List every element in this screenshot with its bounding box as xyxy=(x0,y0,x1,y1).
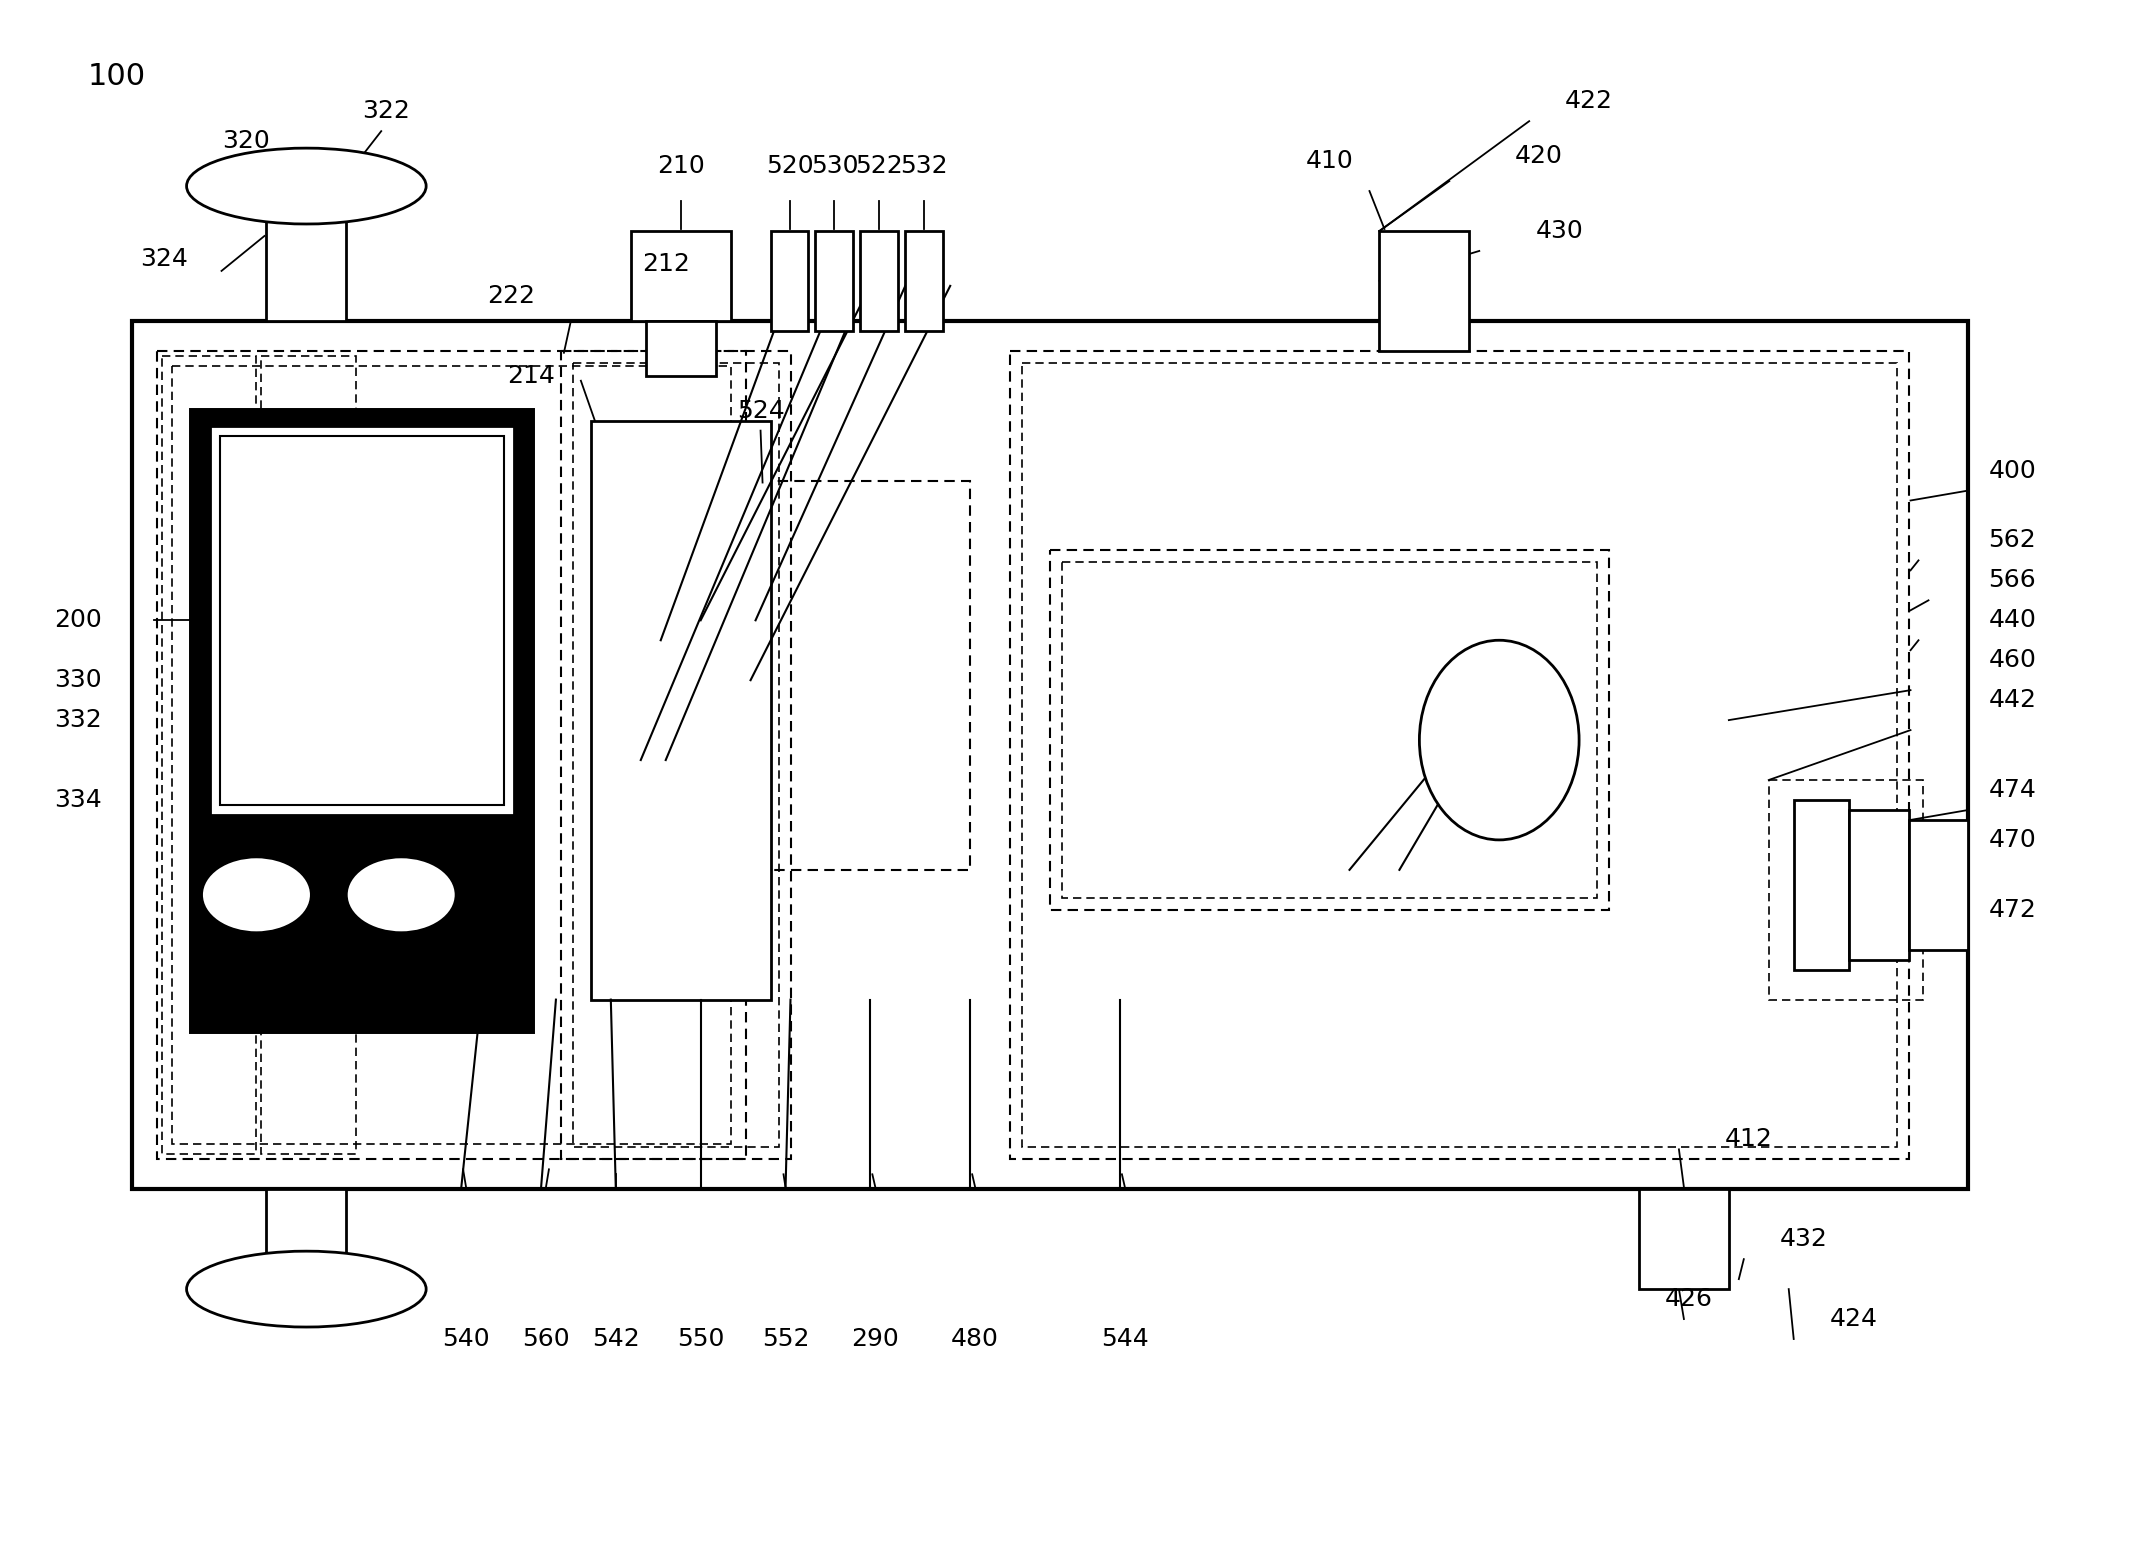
Bar xyxy=(266,1189,345,1269)
Ellipse shape xyxy=(187,149,427,224)
Bar xyxy=(191,411,532,1030)
Text: 474: 474 xyxy=(1988,777,2036,802)
Bar xyxy=(131,321,1969,1189)
Bar xyxy=(761,481,970,870)
Bar xyxy=(1849,810,1909,959)
Text: 430: 430 xyxy=(1536,219,1583,243)
Text: 320: 320 xyxy=(223,128,270,154)
Text: 410: 410 xyxy=(1306,149,1353,172)
Text: 532: 532 xyxy=(901,154,948,179)
Text: 470: 470 xyxy=(1988,827,2036,852)
Bar xyxy=(1051,550,1609,910)
Bar xyxy=(1379,230,1469,351)
Bar xyxy=(266,205,345,321)
Text: 422: 422 xyxy=(1566,89,1613,113)
Bar xyxy=(1010,351,1909,1160)
Text: 100: 100 xyxy=(88,61,146,91)
Text: 542: 542 xyxy=(592,1327,639,1351)
Bar xyxy=(860,230,899,331)
Bar xyxy=(161,356,257,1155)
Text: 212: 212 xyxy=(641,252,691,276)
Bar xyxy=(646,321,716,376)
Ellipse shape xyxy=(202,857,311,932)
Text: 460: 460 xyxy=(1988,649,2036,672)
Bar xyxy=(631,230,731,321)
Text: 524: 524 xyxy=(736,398,785,423)
Text: 440: 440 xyxy=(1988,608,2036,633)
Bar xyxy=(590,420,770,1000)
Bar xyxy=(560,351,792,1160)
Ellipse shape xyxy=(345,857,457,932)
Bar xyxy=(1641,1191,1727,1287)
Bar xyxy=(573,362,779,1147)
Text: 412: 412 xyxy=(1725,1127,1772,1152)
Bar xyxy=(1062,563,1598,898)
Text: 324: 324 xyxy=(139,248,187,271)
Bar xyxy=(1793,801,1849,970)
Text: 550: 550 xyxy=(678,1327,725,1351)
Text: 322: 322 xyxy=(363,99,410,124)
Text: 530: 530 xyxy=(811,154,858,179)
Text: 566: 566 xyxy=(1988,569,2036,592)
Text: 420: 420 xyxy=(1514,144,1564,168)
Text: 540: 540 xyxy=(442,1327,489,1351)
Text: 222: 222 xyxy=(487,284,534,307)
Bar xyxy=(905,230,944,331)
Text: 480: 480 xyxy=(950,1327,1000,1351)
Text: 400: 400 xyxy=(1988,459,2036,483)
Text: 334: 334 xyxy=(54,788,101,812)
Bar xyxy=(172,365,731,1144)
Text: 210: 210 xyxy=(656,154,704,179)
Bar xyxy=(262,356,356,1155)
Bar xyxy=(219,436,504,805)
Bar xyxy=(157,351,746,1160)
Text: 544: 544 xyxy=(1100,1327,1150,1351)
Text: 472: 472 xyxy=(1988,898,2036,921)
Text: 552: 552 xyxy=(761,1327,809,1351)
Text: 432: 432 xyxy=(1780,1227,1828,1250)
Text: 424: 424 xyxy=(1830,1307,1877,1330)
Bar xyxy=(1454,689,1555,810)
Bar xyxy=(1639,1189,1729,1290)
Text: 522: 522 xyxy=(856,154,903,179)
Ellipse shape xyxy=(1420,641,1579,840)
Text: 520: 520 xyxy=(766,154,813,179)
Text: 426: 426 xyxy=(1665,1287,1714,1312)
Text: 560: 560 xyxy=(521,1327,571,1351)
Text: 562: 562 xyxy=(1988,528,2036,553)
Text: 442: 442 xyxy=(1988,688,2036,711)
Bar xyxy=(770,230,809,331)
Bar xyxy=(815,230,854,331)
Text: 330: 330 xyxy=(54,668,101,693)
Bar xyxy=(1909,820,1969,950)
Text: 214: 214 xyxy=(506,364,556,387)
Text: 332: 332 xyxy=(54,708,101,732)
Bar xyxy=(1384,237,1465,346)
Ellipse shape xyxy=(187,1250,427,1327)
Text: 290: 290 xyxy=(852,1327,899,1351)
Text: 200: 200 xyxy=(54,608,101,633)
Bar xyxy=(210,426,515,815)
Bar xyxy=(1770,780,1924,1000)
Bar xyxy=(1021,362,1896,1147)
